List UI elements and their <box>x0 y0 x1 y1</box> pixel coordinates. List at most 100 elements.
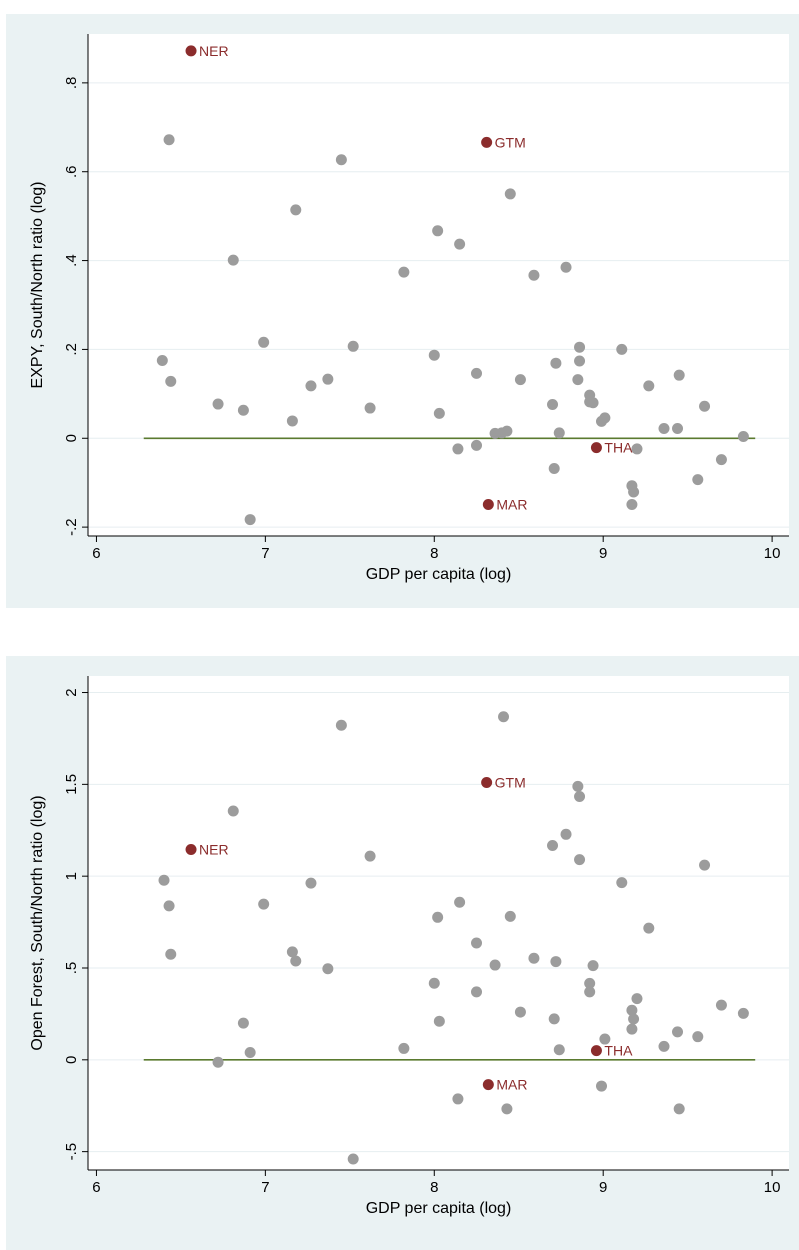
y-tick-label: 2 <box>63 688 80 696</box>
data-point <box>165 375 177 387</box>
data-point <box>212 398 224 410</box>
data-point <box>305 877 317 889</box>
data-point <box>364 402 376 414</box>
y-tick-label: 0 <box>63 434 80 442</box>
data-point <box>584 977 596 989</box>
data-point <box>258 898 270 910</box>
data-point <box>658 422 670 434</box>
x-tick-label: 7 <box>261 1179 269 1196</box>
data-point <box>572 780 584 792</box>
data-point <box>364 850 376 862</box>
y-tick-label: .8 <box>63 77 80 90</box>
highlight-label-ner: NER <box>199 43 229 59</box>
data-point <box>548 462 560 474</box>
data-point <box>560 828 572 840</box>
data-point <box>699 400 711 412</box>
data-point <box>572 374 584 386</box>
data-point <box>504 910 516 922</box>
data-point <box>737 1007 749 1019</box>
data-point <box>628 486 640 498</box>
expy-scatter-chart: -.2 0 .2 .4 .6 .8 6 7 8 9 10 GDP per capita (log) EX… <box>29 34 789 583</box>
y-axis-title: Open Forest, South/North ratio (log) <box>29 795 46 1050</box>
highlight-point-mar <box>482 498 494 510</box>
data-point <box>673 1103 685 1115</box>
data-point <box>599 1033 611 1045</box>
data-point <box>398 266 410 278</box>
data-point <box>305 380 317 392</box>
data-point <box>504 188 516 200</box>
highlight-label-gtm: GTM <box>495 775 526 791</box>
data-point <box>244 1046 256 1058</box>
data-point <box>237 1017 249 1029</box>
y-tick-label: .2 <box>63 343 80 356</box>
data-point <box>643 380 655 392</box>
data-point <box>737 430 749 442</box>
data-point <box>643 922 655 934</box>
data-point <box>163 900 175 912</box>
data-point <box>286 415 298 427</box>
x-tick-label: 9 <box>599 545 607 562</box>
data-point <box>432 911 444 923</box>
data-point <box>631 993 643 1005</box>
data-point <box>587 397 599 409</box>
x-tick-label: 8 <box>430 545 438 562</box>
data-point <box>158 874 170 886</box>
highlight-label-gtm: GTM <box>495 134 526 150</box>
data-point <box>347 1153 359 1165</box>
data-point <box>244 514 256 526</box>
highlight-point-tha <box>590 442 602 454</box>
data-point <box>673 369 685 381</box>
data-point <box>290 204 302 216</box>
data-point <box>433 1015 445 1027</box>
y-tick-label: 1.5 <box>63 774 80 795</box>
data-point <box>452 1093 464 1105</box>
data-point <box>587 960 599 972</box>
y-tick-label: .5 <box>63 962 80 975</box>
data-point <box>574 355 586 367</box>
data-point <box>528 952 540 964</box>
x-tick-label: 10 <box>764 1179 781 1196</box>
data-point <box>227 805 239 817</box>
data-point <box>335 154 347 166</box>
plot-area <box>88 676 789 1170</box>
highlight-point-gtm <box>481 777 493 789</box>
data-point <box>631 443 643 455</box>
data-point <box>672 422 684 434</box>
data-point <box>432 225 444 237</box>
x-tick-label: 8 <box>430 1179 438 1196</box>
data-point <box>498 711 510 723</box>
data-point <box>715 454 727 466</box>
y-axis-title: EXPY, South/North ratio (log) <box>29 182 46 389</box>
data-point <box>628 1013 640 1025</box>
data-point <box>547 840 559 852</box>
x-tick-label: 9 <box>599 1179 607 1196</box>
data-point <box>560 261 572 273</box>
data-point <box>258 336 270 348</box>
data-point <box>596 1080 608 1092</box>
highlight-label-mar: MAR <box>496 496 527 512</box>
data-point <box>715 999 727 1011</box>
data-point <box>452 443 464 455</box>
data-point <box>212 1056 224 1068</box>
data-point <box>471 367 483 379</box>
data-point <box>347 340 359 352</box>
x-tick-label: 7 <box>261 545 269 562</box>
plot-area <box>88 34 789 536</box>
data-point <box>471 937 483 949</box>
data-point <box>553 427 565 439</box>
data-point <box>626 1023 638 1035</box>
data-point <box>553 1044 565 1056</box>
data-point <box>514 1006 526 1018</box>
y-tick-label: -.2 <box>63 518 80 536</box>
data-point <box>550 956 562 968</box>
highlight-point-mar <box>482 1079 494 1091</box>
x-tick-label: 6 <box>92 1179 100 1196</box>
highlight-label-tha: THA <box>604 1043 633 1059</box>
data-point <box>227 254 239 266</box>
data-point <box>574 341 586 353</box>
chart-panel-open-forest: -.5 0 .5 1 1.5 2 6 7 8 9 10 GDP per capita (log) Ope… <box>6 656 799 1250</box>
data-point <box>322 373 334 385</box>
data-point <box>548 1013 560 1025</box>
data-point <box>550 357 562 369</box>
data-point <box>501 1103 513 1115</box>
